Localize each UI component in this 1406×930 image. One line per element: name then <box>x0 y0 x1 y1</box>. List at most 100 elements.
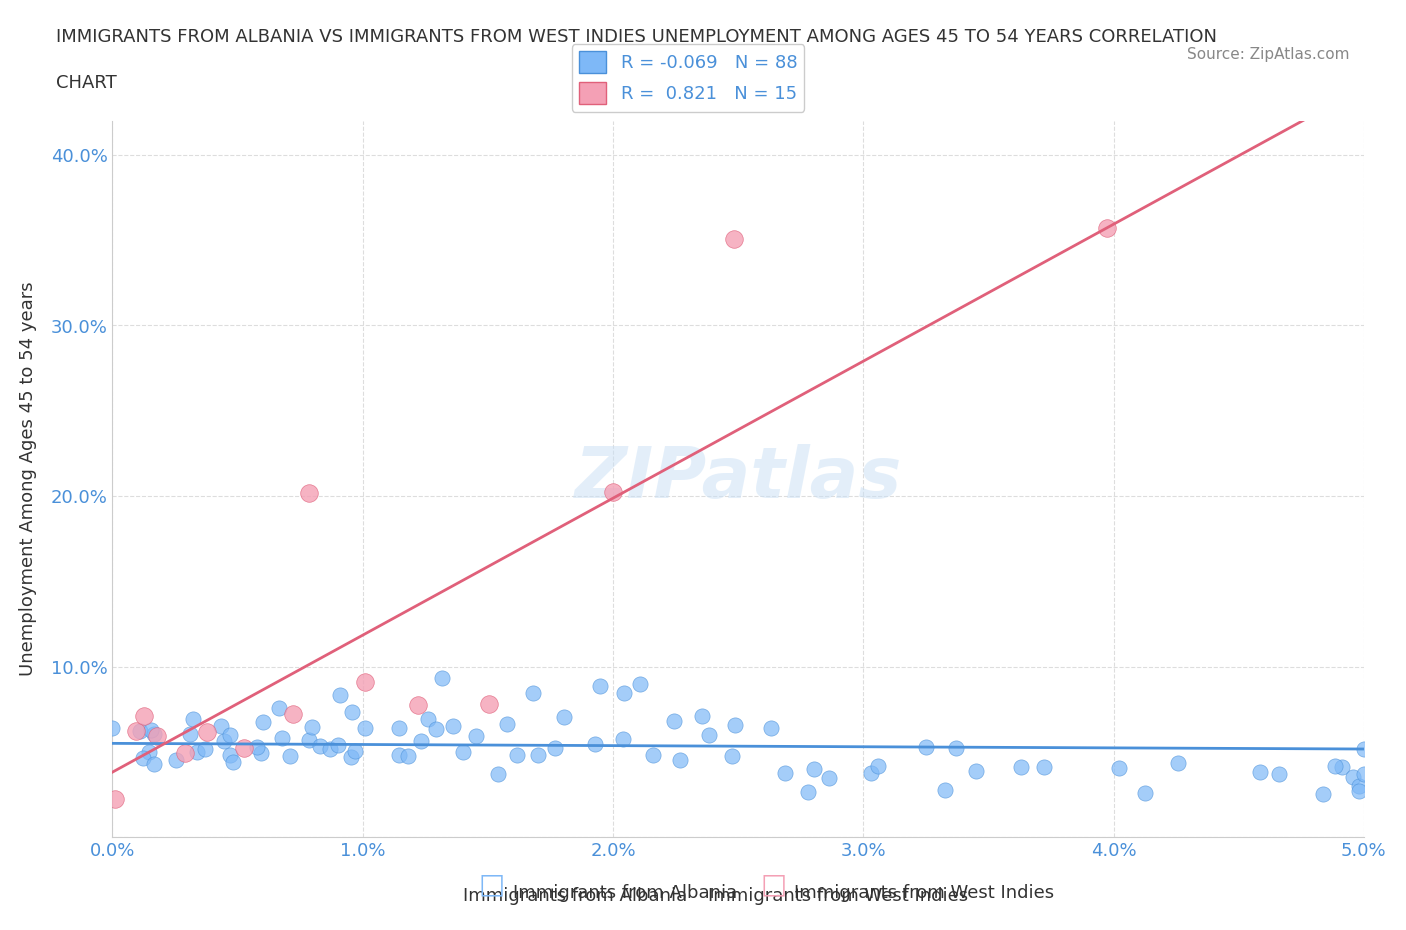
Text: Immigrants from West Indies: Immigrants from West Indies <box>794 884 1054 902</box>
Point <box>630 676 652 691</box>
Point <box>761 721 783 736</box>
Point <box>396 749 419 764</box>
Point <box>1353 742 1375 757</box>
Point <box>308 739 330 754</box>
Point <box>343 744 366 759</box>
Point <box>125 724 148 738</box>
Point <box>506 747 529 762</box>
Point <box>340 750 363 764</box>
Point <box>252 714 274 729</box>
Text: Immigrants from West Indies: Immigrants from West Indies <box>709 887 969 905</box>
Point <box>388 748 411 763</box>
Point <box>1010 759 1032 774</box>
Point <box>301 720 323 735</box>
Point <box>669 752 692 767</box>
Point <box>527 748 550 763</box>
Point <box>613 685 636 700</box>
Point <box>142 726 165 741</box>
Point <box>186 744 208 759</box>
Text: Source: ZipAtlas.com: Source: ZipAtlas.com <box>1187 46 1350 61</box>
Point <box>388 721 411 736</box>
Point <box>1330 760 1353 775</box>
Point <box>194 742 217 757</box>
Point <box>1268 766 1291 781</box>
Point <box>181 711 204 726</box>
Point <box>441 719 464 734</box>
Point <box>141 723 163 737</box>
Point <box>721 748 744 763</box>
Point <box>280 749 302 764</box>
Point <box>724 718 747 733</box>
Point <box>298 733 321 748</box>
Text: □: □ <box>761 870 786 898</box>
Point <box>773 765 796 780</box>
Y-axis label: Unemployment Among Ages 45 to 54 years: Unemployment Among Ages 45 to 54 years <box>18 282 37 676</box>
Point <box>522 685 544 700</box>
Point <box>934 783 956 798</box>
Point <box>179 727 201 742</box>
Point <box>1348 778 1371 793</box>
Point <box>214 734 236 749</box>
Point <box>233 740 256 755</box>
Point <box>298 485 321 500</box>
Point <box>1249 764 1271 779</box>
Point <box>354 674 377 689</box>
Point <box>451 744 474 759</box>
Point <box>101 721 124 736</box>
Point <box>818 770 841 785</box>
Text: □: □ <box>479 870 505 898</box>
Point <box>129 724 152 738</box>
Text: CHART: CHART <box>56 74 117 92</box>
Point <box>723 232 745 246</box>
Point <box>165 752 187 767</box>
Point <box>1312 786 1334 801</box>
Point <box>319 742 342 757</box>
Point <box>326 738 349 753</box>
Point <box>486 766 509 781</box>
Point <box>965 764 987 778</box>
Point <box>146 729 169 744</box>
Point <box>104 791 127 806</box>
Text: Immigrants from Albania: Immigrants from Albania <box>513 884 737 902</box>
Point <box>866 759 889 774</box>
Point <box>271 731 294 746</box>
Legend: R = -0.069   N = 88, R =  0.821   N = 15: R = -0.069 N = 88, R = 0.821 N = 15 <box>572 44 804 112</box>
Point <box>690 709 713 724</box>
Point <box>1032 759 1054 774</box>
Point <box>218 748 240 763</box>
Point <box>340 705 363 720</box>
Point <box>945 740 967 755</box>
Point <box>250 746 273 761</box>
Point <box>478 697 501 711</box>
Point <box>553 710 575 724</box>
Point <box>1108 761 1130 776</box>
Point <box>329 688 352 703</box>
Point <box>409 734 432 749</box>
Point <box>138 745 160 760</box>
Point <box>354 721 377 736</box>
Point <box>1353 767 1375 782</box>
Point <box>195 725 218 740</box>
Point <box>583 737 606 751</box>
Point <box>641 748 664 763</box>
Point <box>589 679 612 694</box>
Point <box>914 740 936 755</box>
Point <box>544 741 567 756</box>
Point <box>496 717 519 732</box>
Point <box>1097 220 1119 235</box>
Point <box>132 709 155 724</box>
Point <box>416 711 439 726</box>
Point <box>246 740 269 755</box>
Point <box>697 727 720 742</box>
Point <box>142 757 165 772</box>
Point <box>209 718 232 733</box>
Point <box>222 754 245 769</box>
Point <box>1348 783 1371 798</box>
Point <box>1323 758 1346 773</box>
Point <box>174 746 197 761</box>
Point <box>425 721 447 736</box>
Point <box>267 700 290 715</box>
Point <box>1135 786 1157 801</box>
Point <box>465 729 488 744</box>
Point <box>432 671 454 685</box>
